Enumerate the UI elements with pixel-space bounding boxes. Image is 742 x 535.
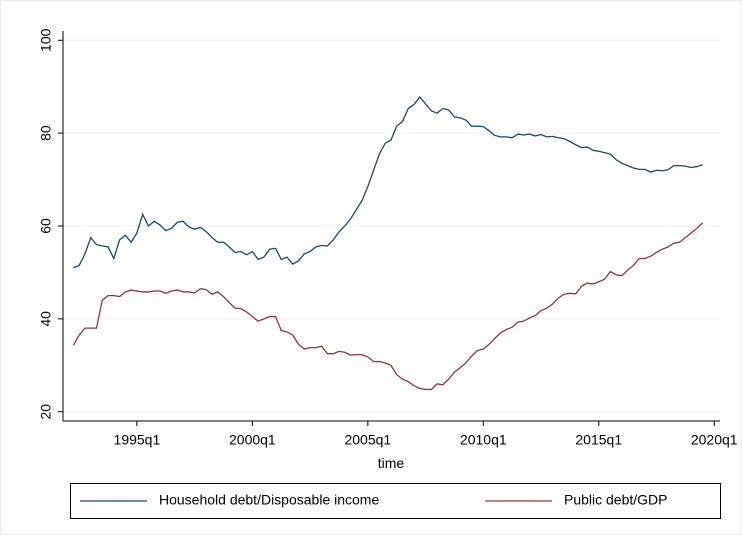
x-tick-label: 2000q1: [229, 432, 276, 448]
y-tick-label: 100: [38, 28, 54, 52]
x-tick-label: 2015q1: [575, 432, 622, 448]
x-tick-label: 1995q1: [114, 432, 161, 448]
y-tick-label: 60: [38, 218, 54, 234]
line-series: [72, 222, 704, 391]
y-tick-label: 20: [38, 404, 54, 420]
x-tick-label: 2005q1: [344, 432, 391, 448]
y-tick-label: 40: [38, 311, 54, 327]
y-tick-label: 80: [38, 125, 54, 141]
legend-label: Household debt/Disposable income: [159, 492, 379, 508]
x-tick-label: 2010q1: [460, 432, 507, 448]
legend: [70, 483, 721, 519]
legend-label: Public debt/GDP: [564, 492, 668, 508]
line-series: [73, 95, 703, 269]
x-axis-label: time: [378, 455, 405, 471]
x-tick-label: 2020q1: [691, 432, 738, 448]
